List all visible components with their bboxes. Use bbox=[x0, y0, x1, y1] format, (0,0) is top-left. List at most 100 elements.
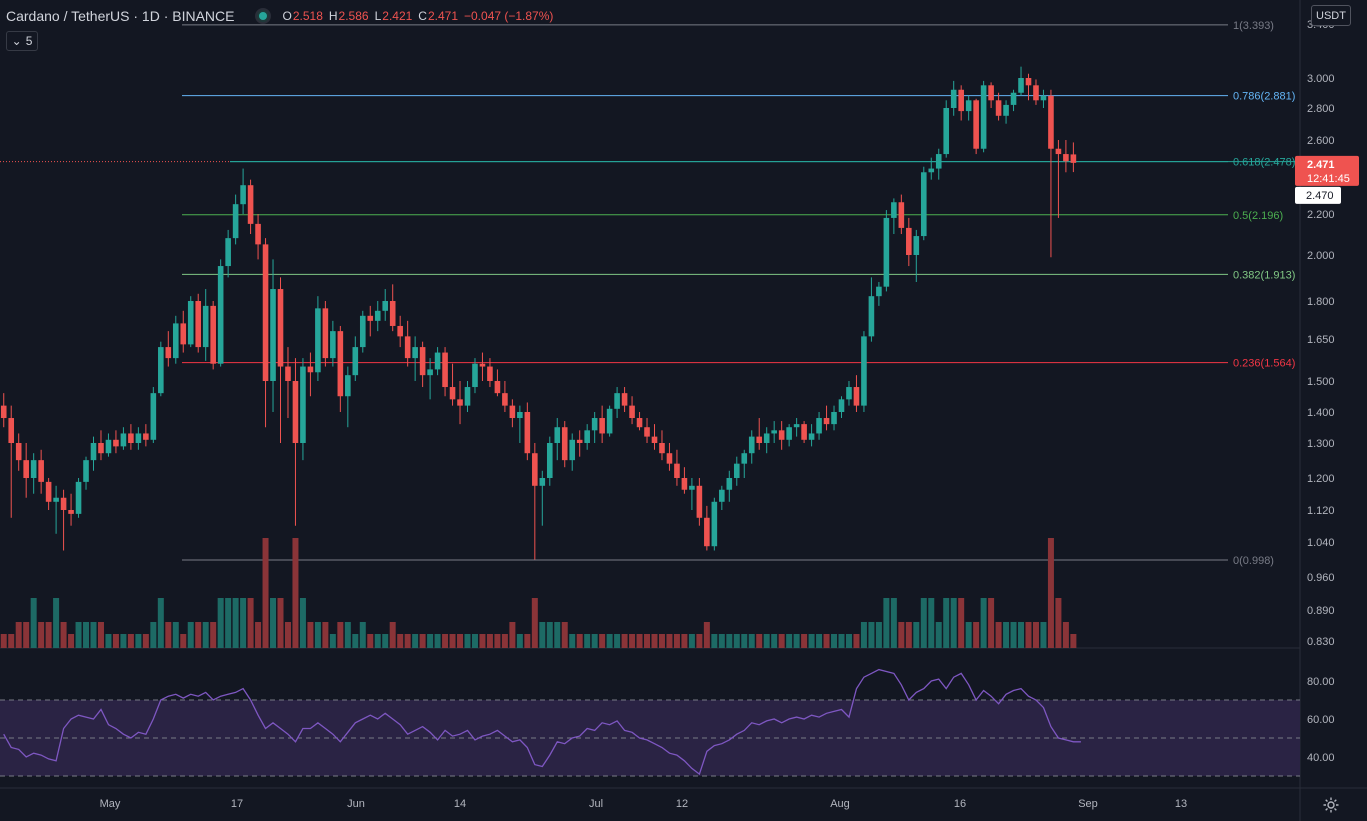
candle-body bbox=[868, 296, 875, 337]
fib-level-label: 0.236(1.564) bbox=[1233, 358, 1295, 370]
volume-bar bbox=[935, 622, 942, 648]
candle-body bbox=[1003, 104, 1009, 116]
volume-bar bbox=[165, 622, 172, 648]
candle-body bbox=[90, 443, 97, 461]
price-tick-label: 1.500 bbox=[1307, 376, 1335, 388]
volume-bar bbox=[801, 634, 808, 648]
fibonacci-retracement[interactable]: 1(3.393) 0.786(2.881) 0.618(2.478) 0.5(2.19… bbox=[0, 20, 1300, 567]
candle-body bbox=[210, 305, 216, 364]
volume-bar bbox=[756, 634, 763, 648]
candle-body bbox=[120, 433, 127, 447]
candle-body bbox=[217, 266, 224, 364]
high-value: 2.586 bbox=[338, 9, 369, 23]
volume-bar bbox=[920, 598, 927, 648]
candle-body bbox=[1070, 154, 1077, 163]
currency-button[interactable]: USDT bbox=[1311, 5, 1351, 26]
candle-body bbox=[479, 363, 486, 367]
time-tick-label: Aug bbox=[830, 798, 850, 810]
volume-bar bbox=[307, 622, 314, 648]
fib-level-label: 0.786(2.881) bbox=[1233, 91, 1295, 103]
candle-body bbox=[584, 430, 590, 443]
volume-bar bbox=[554, 622, 561, 648]
volume-bar bbox=[217, 598, 224, 648]
volume-bar bbox=[262, 538, 269, 648]
volume-bar bbox=[45, 622, 52, 648]
candle-body bbox=[427, 369, 433, 376]
symbol-title[interactable]: Cardano / TetherUS · 1D · BINANCE bbox=[6, 8, 235, 24]
time-tick-label: Jul bbox=[589, 798, 603, 810]
candle-body bbox=[1010, 92, 1017, 105]
indicators-toggle-button[interactable]: ⌄ 5 bbox=[6, 31, 38, 51]
volume-bar bbox=[569, 634, 576, 648]
last-price-value: 2.471 bbox=[1307, 159, 1335, 171]
rsi-line bbox=[3, 668, 1081, 776]
volume-bar bbox=[120, 634, 127, 648]
candle-body bbox=[457, 399, 463, 406]
volume-bar bbox=[8, 634, 15, 648]
volume-bar bbox=[576, 634, 583, 648]
candle-body bbox=[988, 85, 994, 101]
volume-bar bbox=[1010, 622, 1017, 648]
volume-bar bbox=[202, 622, 209, 648]
volume-bar bbox=[1040, 622, 1047, 648]
volume-bar bbox=[404, 634, 411, 648]
candle-body bbox=[225, 238, 231, 267]
volume-bar bbox=[449, 634, 456, 648]
candle-body bbox=[135, 433, 142, 443]
volume-bar bbox=[240, 598, 247, 648]
change-value: −0.047 (−1.87%) bbox=[464, 9, 554, 23]
candle-body bbox=[30, 460, 37, 478]
chevron-down-icon: ⌄ bbox=[11, 34, 22, 48]
volume-bar bbox=[38, 622, 45, 648]
time-tick-label: 17 bbox=[231, 798, 243, 810]
volume-bar bbox=[845, 634, 852, 648]
gear-icon[interactable] bbox=[1322, 796, 1340, 814]
volume-bar bbox=[1003, 622, 1010, 648]
candle-body bbox=[38, 460, 44, 482]
candle-body bbox=[172, 323, 179, 359]
close-value: 2.471 bbox=[427, 9, 458, 23]
candle-body bbox=[636, 418, 643, 428]
volume-bar bbox=[711, 634, 718, 648]
volume-bar bbox=[397, 634, 404, 648]
candle-body bbox=[913, 236, 920, 255]
candle-body bbox=[359, 315, 366, 348]
candle-body bbox=[965, 100, 972, 112]
candle-body bbox=[861, 336, 867, 406]
volume-bar bbox=[0, 634, 7, 648]
candle-body bbox=[330, 331, 336, 359]
volume-bar bbox=[531, 598, 538, 648]
time-tick-label: May bbox=[100, 798, 121, 810]
volume-bar bbox=[329, 634, 336, 648]
candle-body bbox=[270, 289, 276, 381]
volume-bar bbox=[516, 634, 523, 648]
fib-level-label: 0.382(1.913) bbox=[1233, 269, 1295, 281]
volume-bar bbox=[30, 598, 37, 648]
candle-body bbox=[1033, 85, 1039, 101]
candle-body bbox=[98, 443, 104, 454]
candle-body bbox=[397, 325, 403, 337]
candle-body bbox=[434, 352, 441, 370]
volume-bar bbox=[247, 598, 254, 648]
volume-bar bbox=[748, 634, 755, 648]
candle-body bbox=[464, 387, 471, 406]
price-tick-label: 1.400 bbox=[1307, 407, 1335, 419]
volume-bar bbox=[157, 598, 164, 648]
candle-body bbox=[883, 217, 890, 287]
time-tick-label: Sep bbox=[1078, 798, 1098, 810]
volume-bar bbox=[666, 634, 673, 648]
candle-body bbox=[696, 485, 703, 518]
volume-bar bbox=[546, 622, 553, 648]
rsi-tick-label: 80.00 bbox=[1307, 676, 1335, 688]
candle-body bbox=[277, 289, 284, 367]
volume-bars bbox=[0, 538, 1077, 648]
last-price-tag bbox=[1295, 155, 1359, 186]
volume-bar bbox=[591, 634, 598, 648]
candle-body bbox=[143, 433, 149, 440]
volume-bar bbox=[763, 634, 770, 648]
volume-bar bbox=[112, 634, 119, 648]
volume-bar bbox=[793, 634, 800, 648]
candle-body bbox=[487, 366, 493, 381]
candle-body bbox=[83, 460, 89, 482]
